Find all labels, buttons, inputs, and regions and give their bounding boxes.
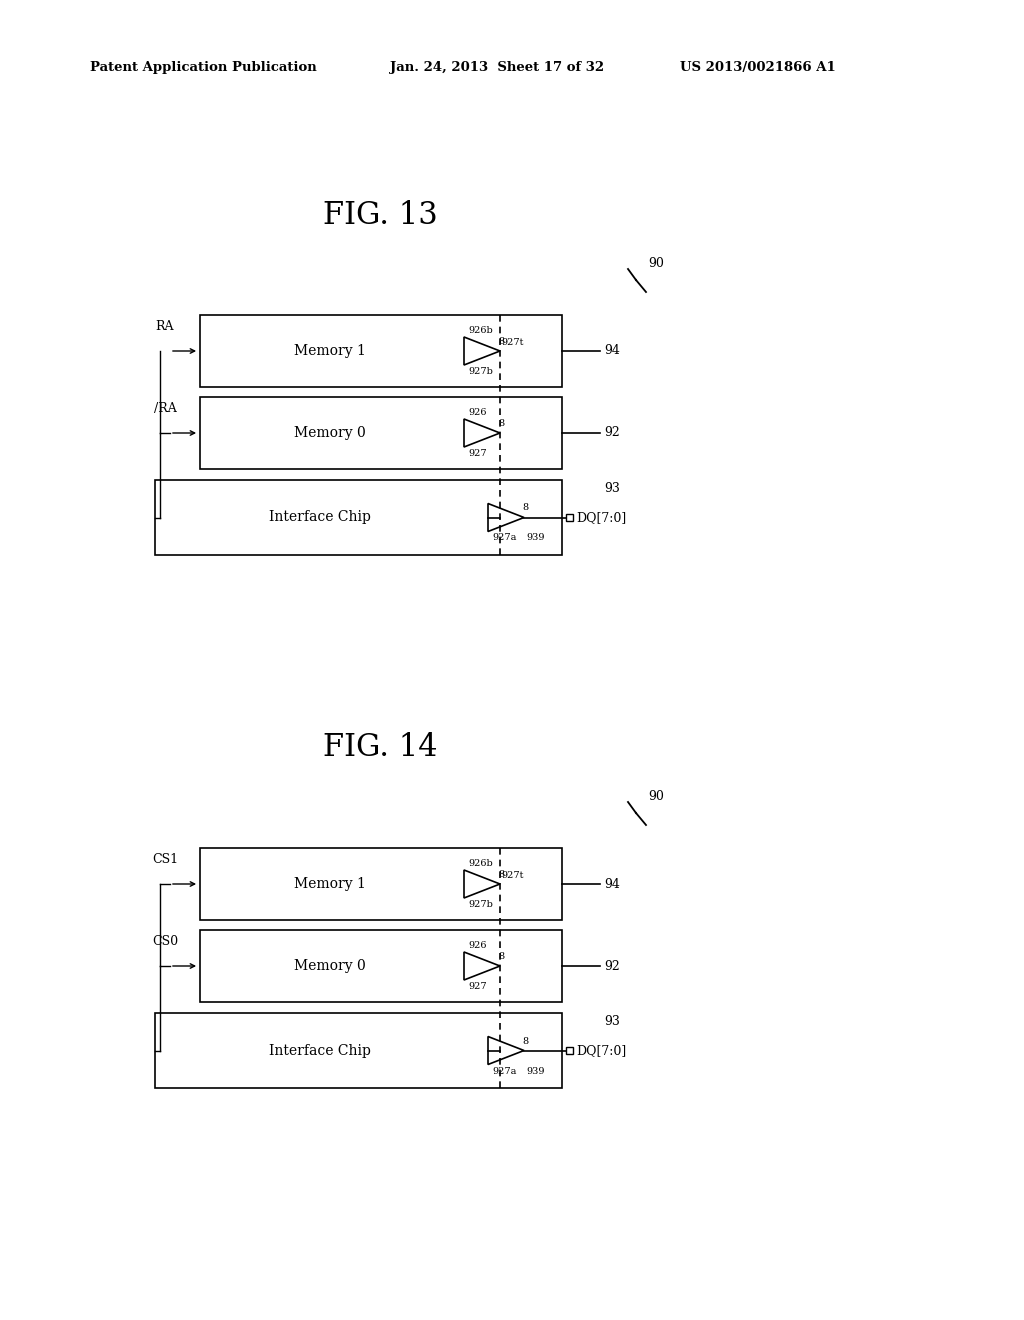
Bar: [565, 1047, 572, 1053]
Bar: [200, 847, 562, 920]
Text: CS0: CS0: [152, 935, 178, 948]
Text: 939: 939: [526, 1067, 545, 1076]
Text: 927a: 927a: [492, 1067, 516, 1076]
Text: 93: 93: [604, 482, 620, 495]
Text: DQ[7:0]: DQ[7:0]: [575, 1044, 627, 1057]
Text: CS1: CS1: [152, 853, 178, 866]
Text: 94: 94: [604, 878, 620, 891]
Text: 93: 93: [604, 1015, 620, 1028]
Text: 927a: 927a: [492, 533, 516, 543]
Text: 8: 8: [522, 1036, 528, 1045]
Text: /RA: /RA: [154, 403, 176, 414]
Text: 926: 926: [468, 408, 486, 417]
Text: Interface Chip: Interface Chip: [269, 511, 371, 524]
Text: Patent Application Publication: Patent Application Publication: [90, 62, 316, 74]
Text: 927b: 927b: [468, 900, 493, 909]
Text: FIG. 14: FIG. 14: [323, 733, 437, 763]
Text: 927t: 927t: [501, 871, 523, 880]
Bar: [200, 931, 562, 1002]
Text: 90: 90: [648, 257, 664, 271]
Text: DQ[7:0]: DQ[7:0]: [575, 511, 627, 524]
Text: 8: 8: [498, 870, 504, 879]
Text: 926b: 926b: [468, 326, 493, 335]
Text: 926b: 926b: [468, 859, 493, 869]
Text: 8: 8: [522, 503, 528, 512]
Text: 939: 939: [526, 533, 545, 543]
Text: RA: RA: [156, 319, 174, 333]
Text: 8: 8: [498, 952, 504, 961]
Bar: [565, 513, 572, 521]
Text: 8: 8: [498, 418, 504, 428]
Text: US 2013/0021866 A1: US 2013/0021866 A1: [680, 62, 836, 74]
Text: 90: 90: [648, 789, 664, 803]
Text: Memory 0: Memory 0: [294, 960, 366, 973]
Text: 92: 92: [604, 426, 620, 440]
Text: 927t: 927t: [501, 338, 523, 347]
Bar: [200, 315, 562, 387]
Bar: [200, 397, 562, 469]
Text: Memory 1: Memory 1: [294, 345, 366, 358]
Text: 92: 92: [604, 960, 620, 973]
Text: FIG. 13: FIG. 13: [323, 199, 437, 231]
Text: 927: 927: [468, 449, 486, 458]
Text: 926: 926: [468, 941, 486, 950]
Text: 927: 927: [468, 982, 486, 991]
Text: Interface Chip: Interface Chip: [269, 1044, 371, 1057]
Text: Memory 0: Memory 0: [294, 426, 366, 440]
Bar: [155, 480, 562, 554]
Text: 94: 94: [604, 345, 620, 358]
Text: 927b: 927b: [468, 367, 493, 376]
Bar: [155, 1012, 562, 1088]
Text: Jan. 24, 2013  Sheet 17 of 32: Jan. 24, 2013 Sheet 17 of 32: [390, 62, 604, 74]
Text: 8: 8: [498, 337, 504, 346]
Text: Memory 1: Memory 1: [294, 876, 366, 891]
